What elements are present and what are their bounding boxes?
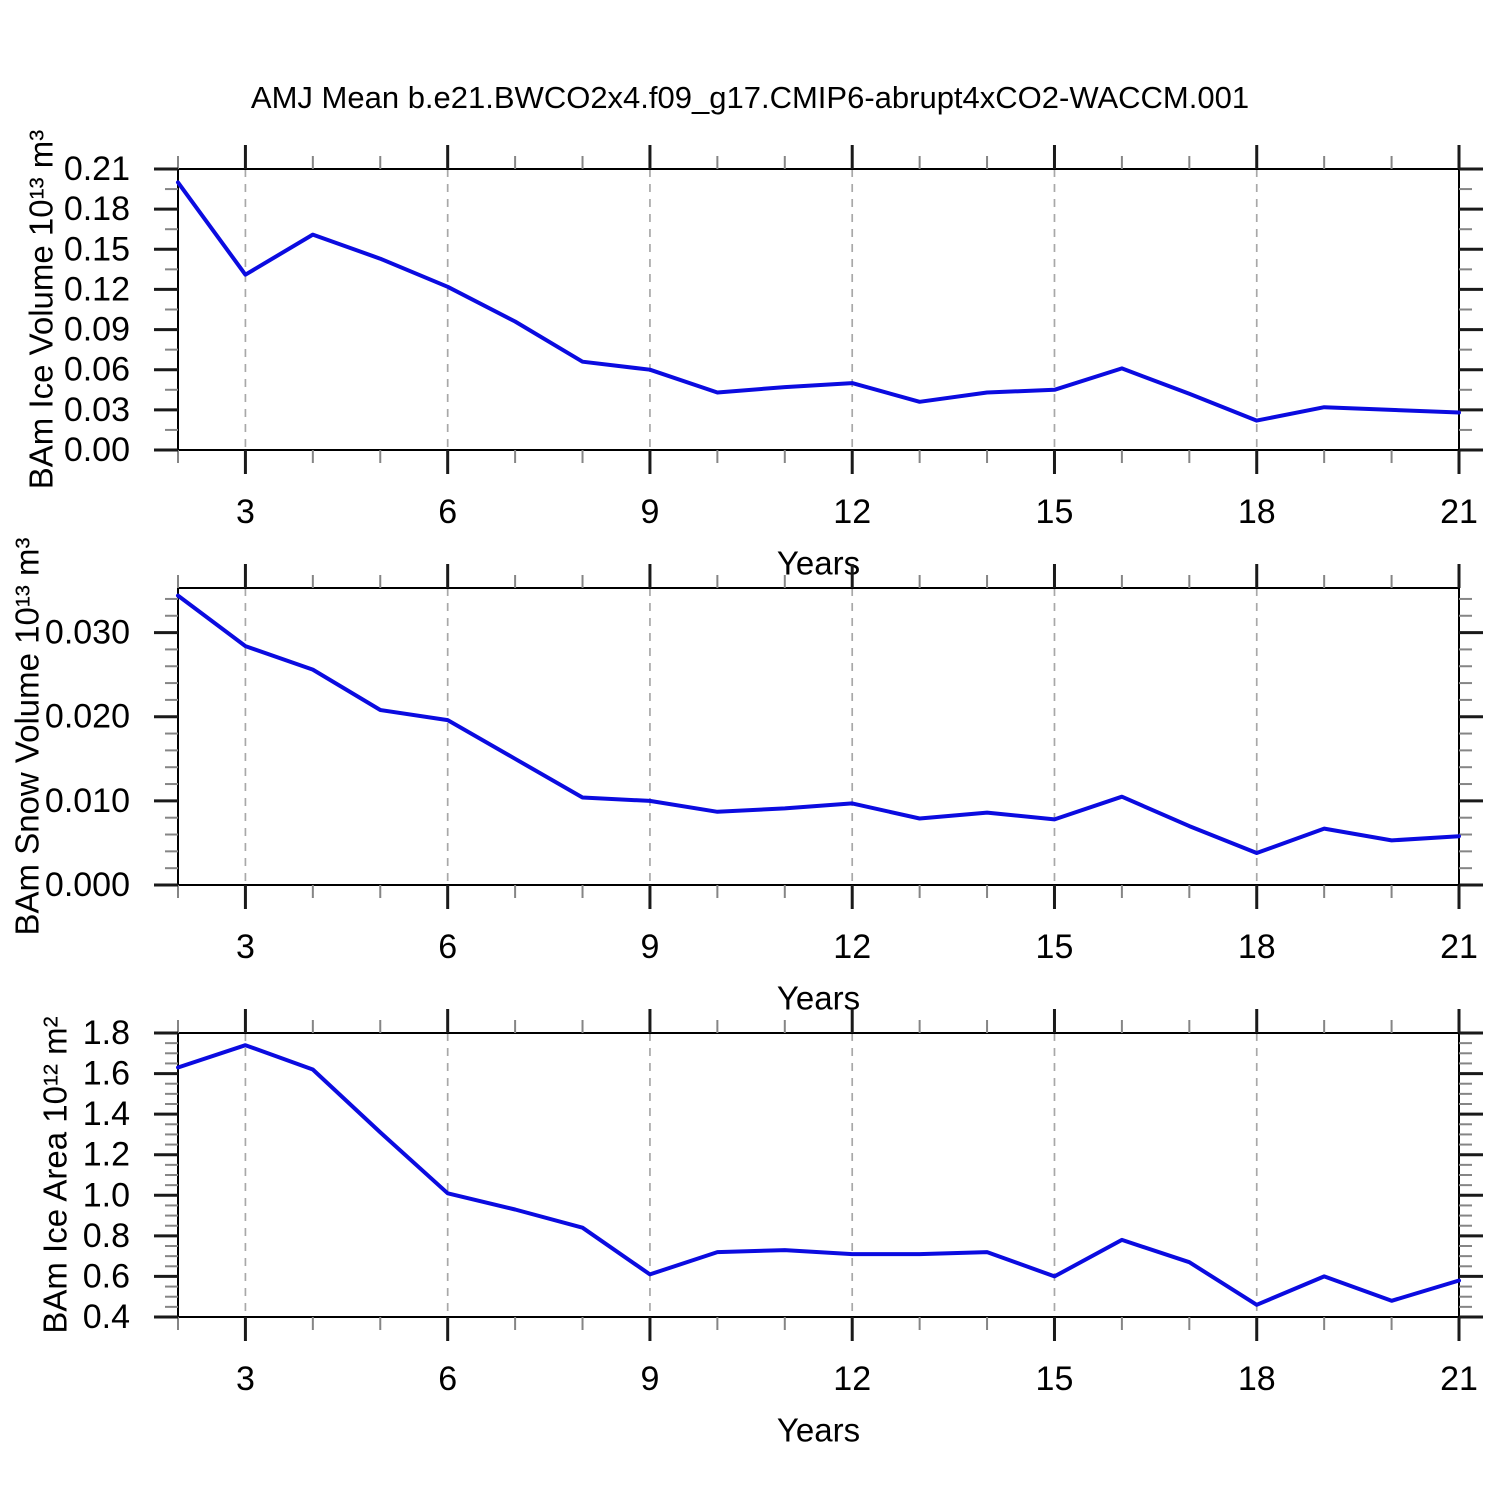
plot-frame (177, 1032, 1460, 1318)
gridlines (244, 1033, 1258, 1317)
y-tick-label-0.00: 0.00 (64, 431, 130, 469)
y-tick-label-1.6: 1.6 (83, 1055, 130, 1093)
x-axis-title: Years (777, 980, 860, 1017)
x-tick-label-15: 15 (1036, 1360, 1074, 1398)
bam-ice-area-panel: 3 6 9 12 15 18 21 0.40.60.81.01.21.41.61.8 Years… (37, 1009, 1483, 1449)
ticks (154, 564, 1483, 909)
y-tick-label-1.8: 1.8 (83, 1014, 130, 1052)
ticks (154, 145, 1483, 474)
bam-snow-volume-line (176, 593, 1461, 855)
y-tick-label-0.15: 0.15 (64, 230, 130, 268)
y-tick-label-0.000: 0.000 (45, 866, 130, 904)
x-tick-label-6: 6 (438, 928, 457, 966)
x-tick-label-3: 3 (236, 1360, 255, 1398)
bam-ice-volume-line (176, 180, 1461, 423)
x-tick-label-18: 18 (1238, 493, 1276, 531)
y-tick-label-0.4: 0.4 (83, 1298, 130, 1336)
x-tick-label-15: 15 (1036, 493, 1074, 531)
bam-ice-area-line (176, 1043, 1461, 1307)
y-tick-label-0.6: 0.6 (83, 1257, 130, 1295)
plot-frame (177, 168, 1460, 451)
x-tick-label-12: 12 (833, 928, 871, 966)
x-tick-label-18: 18 (1238, 1360, 1276, 1398)
y-tick-label-1.0: 1.0 (83, 1176, 130, 1214)
y-tick-label-0.020: 0.020 (45, 698, 130, 736)
x-tick-label-3: 3 (236, 928, 255, 966)
x-tick-label-12: 12 (833, 1360, 871, 1398)
y-tick-label-0.18: 0.18 (64, 190, 130, 228)
x-tick-label-9: 9 (640, 1360, 659, 1398)
x-tick-label-9: 9 (640, 928, 659, 966)
x-tick-label-21: 21 (1440, 493, 1478, 531)
x-tick-label-6: 6 (438, 493, 457, 531)
y-tick-label-0.09: 0.09 (64, 311, 130, 349)
y-tick-label-0.010: 0.010 (45, 782, 130, 820)
figure-title: AMJ Mean b.e21.BWCO2x4.f09_g17.CMIP6-abr… (250, 80, 1250, 115)
x-tick-label-6: 6 (438, 1360, 457, 1398)
x-tick-label-21: 21 (1440, 1360, 1478, 1398)
y-axis-title: BAm Ice Volume 10¹³ m³ (23, 130, 60, 489)
y-tick-label-0.12: 0.12 (64, 270, 130, 308)
y-axis-title: BAm Ice Area 10¹² m² (37, 1016, 74, 1333)
y-tick-label-1.2: 1.2 (83, 1136, 130, 1174)
y-tick-label-0.030: 0.030 (45, 614, 130, 652)
ticks (154, 1009, 1483, 1341)
y-tick-label-0.03: 0.03 (64, 391, 130, 429)
plot-frame (177, 587, 1460, 886)
gridlines (244, 588, 1258, 885)
gridlines (244, 169, 1258, 450)
x-axis-title: Years (777, 545, 860, 582)
x-tick-label-21: 21 (1440, 928, 1478, 966)
y-tick-label-1.4: 1.4 (83, 1095, 130, 1133)
bam-snow-volume-panel: 3 6 9 12 15 18 21 0.000 0.010 0.020 0.030 Years BAm … (9, 538, 1483, 1017)
y-tick-label-0.21: 0.21 (64, 150, 130, 188)
x-tick-label-3: 3 (236, 493, 255, 531)
x-tick-label-9: 9 (640, 493, 659, 531)
x-axis-title: Years (777, 1412, 860, 1449)
y-tick-label-0.8: 0.8 (83, 1217, 130, 1255)
x-tick-label-12: 12 (833, 493, 871, 531)
bam-ice-volume-panel: 3 6 9 12 15 18 21 0.000.030.060.090.120.150.180… (23, 130, 1483, 582)
y-tick-label-0.06: 0.06 (64, 351, 130, 389)
x-tick-label-15: 15 (1036, 928, 1074, 966)
y-axis-title: BAm Snow Volume 10¹³ m³ (9, 538, 46, 936)
x-tick-label-18: 18 (1238, 928, 1276, 966)
